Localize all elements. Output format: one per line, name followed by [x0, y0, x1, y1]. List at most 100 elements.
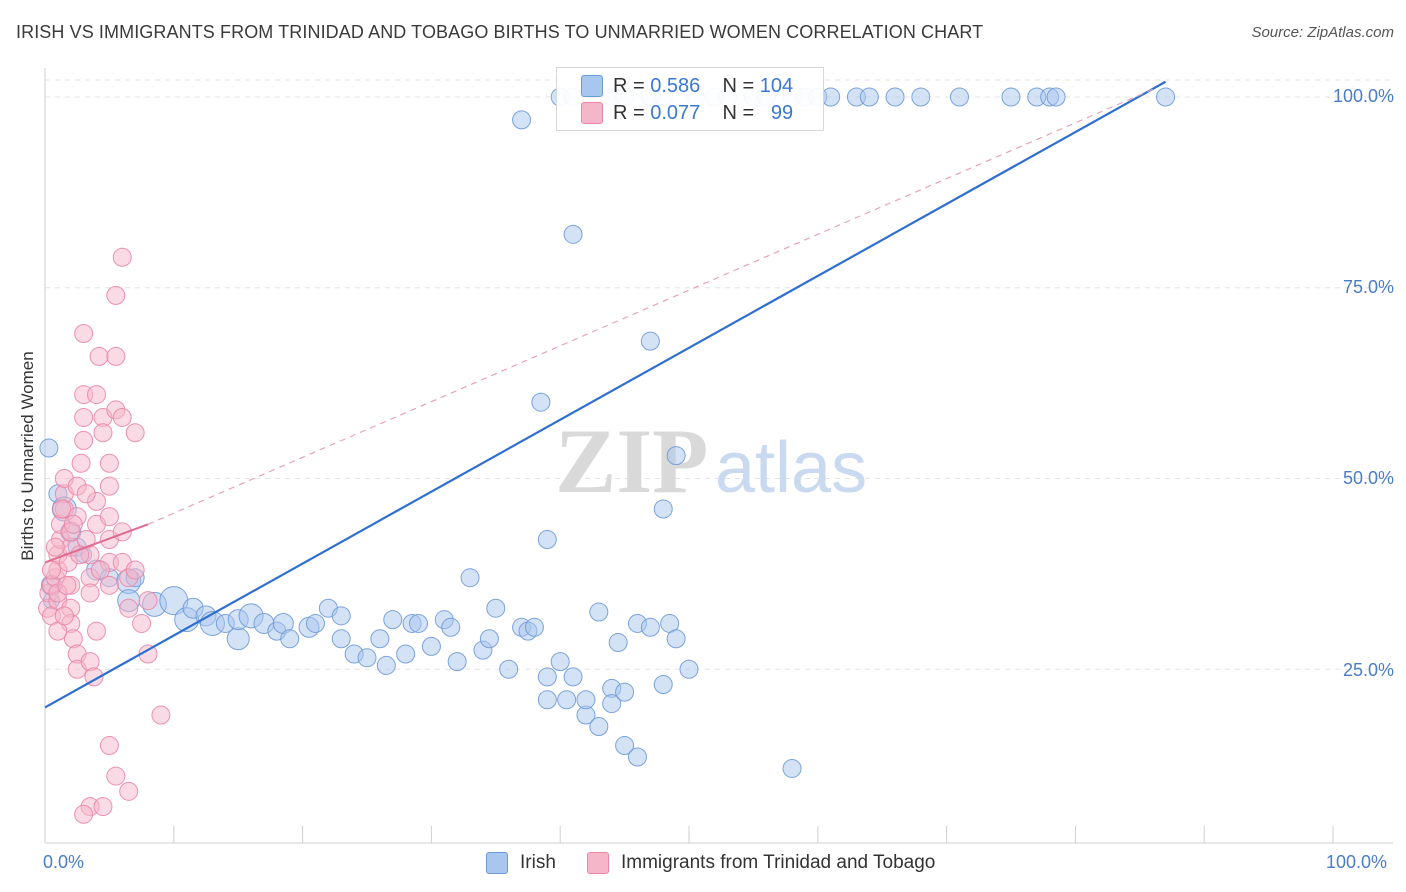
- irish-point: [679, 659, 699, 679]
- trinidad-point: [89, 346, 109, 366]
- trinidad-point: [80, 583, 100, 603]
- irish-point: [479, 629, 499, 649]
- irish-point: [460, 568, 480, 588]
- legend-n-value: 104: [759, 74, 794, 97]
- irish-point: [563, 224, 583, 244]
- trinidad-point: [99, 575, 119, 595]
- bottom-legend-trinidad: Immigrants from Trinidad and Tobago: [587, 852, 935, 874]
- irish-point: [557, 690, 577, 710]
- bottom-legend-swatch-irish: [486, 852, 508, 874]
- bottom-legend-label-irish: Irish: [520, 852, 556, 873]
- irish-point: [1046, 87, 1066, 107]
- y-tick-label: 25.0%: [1342, 660, 1394, 680]
- trinidad-point: [90, 560, 110, 580]
- trinidad-point: [74, 804, 94, 824]
- irish-point: [537, 530, 557, 550]
- irish-point: [627, 747, 647, 767]
- trinidad-point: [52, 499, 72, 519]
- irish-point: [486, 598, 506, 618]
- irish-point: [370, 629, 390, 649]
- irish-trend-line: [44, 80, 1167, 709]
- trinidad-point: [87, 385, 107, 405]
- y-tick-label: 100.0%: [1332, 86, 1394, 106]
- irish-point: [666, 446, 686, 466]
- irish-point: [1001, 87, 1021, 107]
- trinidad-point: [41, 560, 61, 580]
- trinidad-point: [99, 507, 119, 527]
- trinidad-point: [106, 346, 126, 366]
- trinidad-point: [99, 736, 119, 756]
- irish-point: [537, 690, 557, 710]
- bottom-legend-swatch-trinidad: [587, 852, 609, 874]
- irish-point: [589, 602, 609, 622]
- trinidad-point: [132, 613, 152, 633]
- watermark-zip: ZIP: [555, 410, 708, 512]
- legend-swatch-irish: [581, 75, 603, 97]
- irish-point: [524, 617, 544, 637]
- irish-point: [357, 648, 377, 668]
- watermark-atlas: atlas: [715, 428, 867, 508]
- irish-point: [563, 667, 583, 687]
- irish-point: [949, 87, 969, 107]
- chart-title: IRISH VS IMMIGRANTS FROM TRINIDAD AND TO…: [16, 22, 984, 42]
- trinidad-point: [63, 514, 83, 534]
- legend-n-label: N =: [722, 101, 755, 124]
- irish-point: [226, 627, 250, 651]
- x-tick-label: 100.0%: [1326, 852, 1388, 872]
- irish-point: [305, 613, 325, 633]
- irish-point: [396, 644, 416, 664]
- irish-point: [421, 636, 441, 656]
- bottom-legend-label-trinidad: Immigrants from Trinidad and Tobago: [621, 852, 936, 873]
- irish-point: [608, 633, 628, 653]
- legend-n-value: 99: [770, 101, 794, 124]
- correlation-legend: R = 0.586 N = 104 R = 0.077 N = 99: [556, 67, 824, 131]
- irish-point: [537, 667, 557, 687]
- trinidad-point: [106, 285, 126, 305]
- trinidad-point: [151, 705, 171, 725]
- trinidad-point: [74, 324, 94, 344]
- trinidad-point: [125, 560, 145, 580]
- irish-point: [602, 694, 622, 714]
- irish-point: [1156, 87, 1176, 107]
- trinidad-point: [119, 781, 139, 801]
- irish-point: [376, 655, 396, 675]
- legend-r-label: R =: [613, 101, 645, 124]
- irish-point: [782, 758, 802, 778]
- irish-point: [531, 392, 551, 412]
- irish-point: [447, 652, 467, 672]
- legend-r-label: R =: [613, 74, 645, 97]
- legend-swatch-trinidad: [581, 102, 603, 124]
- trinidad-point: [57, 575, 77, 595]
- irish-point: [615, 682, 635, 702]
- irish-point: [589, 716, 609, 736]
- irish-point: [409, 613, 429, 633]
- legend-n-label: N =: [722, 74, 755, 97]
- irish-point: [666, 629, 686, 649]
- trinidad-point: [93, 423, 113, 443]
- irish-point: [331, 629, 351, 649]
- trinidad-trend-line: [44, 523, 149, 564]
- irish-point: [576, 690, 596, 710]
- y-tick-label: 50.0%: [1342, 468, 1394, 488]
- irish-point: [653, 675, 673, 695]
- irish-point: [911, 87, 931, 107]
- irish-point: [512, 110, 532, 130]
- trinidad-point: [74, 407, 94, 427]
- bottom-legend-irish: Irish: [486, 852, 556, 874]
- trinidad-point: [74, 430, 94, 450]
- irish-point: [615, 736, 635, 756]
- trinidad-point: [93, 797, 113, 817]
- trinidad-point: [87, 621, 107, 641]
- irish-point: [640, 617, 660, 637]
- trinidad-point: [106, 766, 126, 786]
- trinidad-point: [71, 453, 91, 473]
- trinidad-point: [119, 598, 139, 618]
- irish-point: [383, 610, 403, 630]
- chart-source: Source: ZipAtlas.com: [1251, 24, 1394, 41]
- irish-point: [859, 87, 879, 107]
- y-tick-label: 75.0%: [1342, 277, 1394, 297]
- x-tick-label: 0.0%: [43, 852, 85, 872]
- trinidad-point: [138, 591, 158, 611]
- irish-point: [39, 438, 59, 458]
